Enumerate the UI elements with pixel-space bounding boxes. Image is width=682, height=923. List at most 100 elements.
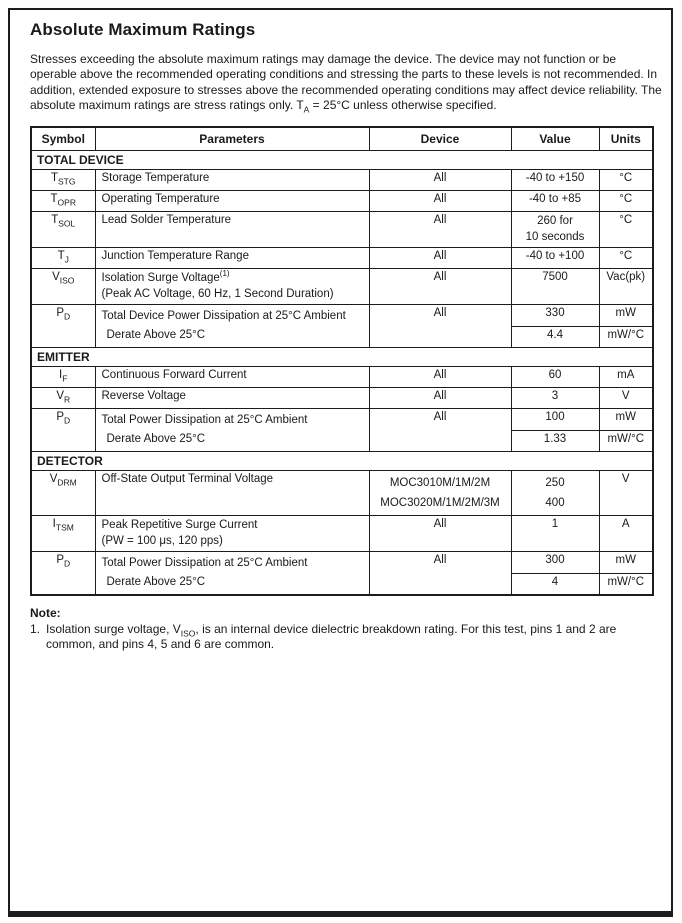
parameters-cell: Isolation Surge Voltage(1) (Peak AC Volt… xyxy=(94,268,370,306)
units-cell: mW/°C xyxy=(598,572,654,596)
parameters-cell: Junction Temperature Range xyxy=(94,247,370,270)
symbol-subscript: DRM xyxy=(57,477,77,488)
units-cell: °C xyxy=(598,190,654,213)
table-row-vr: VR Reverse Voltage All 3 V xyxy=(30,387,654,410)
symbol-subscript: D xyxy=(64,558,71,569)
device-cell: All xyxy=(368,366,512,389)
table-row-itsm: ITSM Peak Repetitive Surge Current (PW =… xyxy=(30,515,654,553)
device-cell: All xyxy=(368,268,512,306)
value-cell: 1 xyxy=(510,515,600,553)
units-cell: °C xyxy=(598,211,654,249)
value-cell: 4 xyxy=(510,572,600,596)
value-cell: 60 xyxy=(510,366,600,389)
page-title: Absolute Maximum Ratings xyxy=(30,20,256,39)
units-cell: mW xyxy=(598,304,654,327)
parameters-cell: Continuous Forward Current xyxy=(94,366,370,389)
absolute-maximum-ratings-table: Symbol Parameters Device Value Units TOT… xyxy=(30,125,654,597)
intro-text-after: = 25°C unless otherwise specified. xyxy=(309,98,497,113)
header-cell-device: Device xyxy=(368,126,512,152)
symbol-cell: IF xyxy=(30,366,96,389)
device-cell: All xyxy=(368,387,512,410)
parameters-cell: Operating Temperature xyxy=(94,190,370,213)
parameters-cell: Off-State Output Terminal Voltage xyxy=(94,470,370,517)
header-cell-parameters: Parameters xyxy=(94,126,370,152)
table-row-tsol: TSOL Lead Solder Temperature All 260 for… xyxy=(30,211,654,249)
value-cell: 4.4 xyxy=(510,325,600,349)
units-cell: mW xyxy=(598,408,654,431)
symbol-cell: PD xyxy=(30,551,96,596)
table-row-topr: TOPR Operating Temperature All -40 to +8… xyxy=(30,190,654,213)
symbol-cell: PD xyxy=(30,408,96,453)
symbol-cell: TSTG xyxy=(30,169,96,192)
symbol-subscript: F xyxy=(62,373,68,384)
parameters-cell: Total Power Dissipation at 25°C Ambient … xyxy=(94,551,370,596)
symbol-cell: VISO xyxy=(30,268,96,306)
header-cell-units: Units xyxy=(598,126,654,152)
symbol-subscript: SOL xyxy=(58,218,76,229)
units-cell: A xyxy=(598,515,654,553)
value-cell: 250 400 xyxy=(510,470,600,517)
table-subrow-derate: 4 mW/°C xyxy=(31,572,654,596)
symbol-subscript: TSM xyxy=(55,522,74,533)
table-row-if: IF Continuous Forward Current All 60 mA xyxy=(30,366,654,389)
device-cell: All xyxy=(368,247,512,270)
value-cell: -40 to +150 xyxy=(510,169,600,192)
intro-paragraph: Stresses exceeding the absolute maximum … xyxy=(30,52,662,114)
parameters-cell: Reverse Voltage xyxy=(94,387,370,410)
symbol-cell: ITSM xyxy=(30,515,96,553)
header-cell-symbol: Symbol xyxy=(30,126,96,152)
symbol-subscript: R xyxy=(64,394,71,405)
table-row-viso: VISO Isolation Surge Voltage(1) (Peak AC… xyxy=(30,268,654,306)
device-cell: All xyxy=(368,515,512,553)
symbol-cell: TSOL xyxy=(30,211,96,249)
section-row-emitter: EMITTER xyxy=(30,347,654,368)
table-subrow-derate: 4.4 mW/°C xyxy=(31,325,654,349)
symbol-subscript: STG xyxy=(58,176,76,187)
parameters-cell: Total Device Power Dissipation at 25°C A… xyxy=(94,304,370,349)
footnote-marker: (1) xyxy=(219,269,230,279)
value-cell: 7500 xyxy=(510,268,600,306)
note-number: 1. xyxy=(30,622,41,637)
value-cell: -40 to +100 xyxy=(510,247,600,270)
table-row-pd-detector: PD Total Power Dissipation at 25°C Ambie… xyxy=(30,551,654,596)
units-cell: mW/°C xyxy=(598,325,654,349)
symbol-cell: TJ xyxy=(30,247,96,270)
device-cell: All xyxy=(368,304,512,349)
note-subscript: ISO xyxy=(180,628,196,639)
symbol-subscript: J xyxy=(64,254,69,265)
value-cell: 100 xyxy=(510,408,600,431)
device-cell: All xyxy=(368,551,512,596)
table-row-pd-total-device: PD Total Device Power Dissipation at 25°… xyxy=(30,304,654,349)
value-cell: 1.33 xyxy=(510,429,600,453)
device-cell: All xyxy=(368,169,512,192)
section-row-total-device: TOTAL DEVICE xyxy=(30,150,654,171)
intro-text: Stresses exceeding the absolute maximum … xyxy=(30,52,662,113)
section-label: DETECTOR xyxy=(30,451,654,472)
section-row-detector: DETECTOR xyxy=(30,451,654,472)
units-cell: mW/°C xyxy=(598,429,654,453)
symbol-cell: PD xyxy=(30,304,96,349)
table-row-tj: TJ Junction Temperature Range All -40 to… xyxy=(30,247,654,270)
value-cell: 300 xyxy=(510,551,600,574)
note-item-1: 1. Isolation surge voltage, VISO, is an … xyxy=(30,622,662,652)
intro-subscript: A xyxy=(303,104,310,115)
device-cell: All xyxy=(368,190,512,213)
note-text: Isolation surge voltage, VISO, is an int… xyxy=(46,622,617,651)
units-cell: Vac(pk) xyxy=(598,268,654,306)
units-cell: °C xyxy=(598,247,654,270)
value-cell: 3 xyxy=(510,387,600,410)
table-row-pd-emitter: PD Total Power Dissipation at 25°C Ambie… xyxy=(30,408,654,453)
units-cell: mA xyxy=(598,366,654,389)
symbol-cell: VDRM xyxy=(30,470,96,517)
units-cell: V xyxy=(598,470,654,517)
parameters-cell: Total Power Dissipation at 25°C Ambient … xyxy=(94,408,370,453)
table-row-tstg: TSTG Storage Temperature All -40 to +150… xyxy=(30,169,654,192)
device-cell: All xyxy=(368,211,512,249)
symbol-subscript: OPR xyxy=(57,197,76,208)
parameters-cell: Storage Temperature xyxy=(94,169,370,192)
note-heading: Note: xyxy=(30,606,61,621)
units-cell: mW xyxy=(598,551,654,574)
value-cell: 260 for 10 seconds xyxy=(510,211,600,249)
section-label: TOTAL DEVICE xyxy=(30,150,654,171)
table-row-vdrm: VDRM Off-State Output Terminal Voltage M… xyxy=(30,470,654,517)
